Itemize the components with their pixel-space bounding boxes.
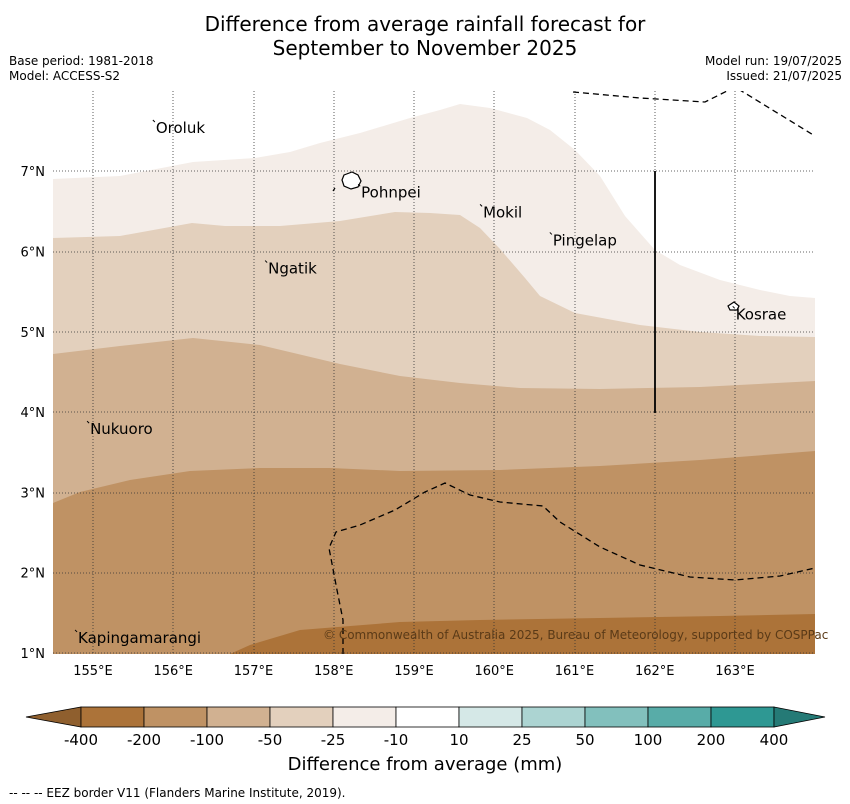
place-marker (549, 232, 553, 235)
rainfall-fill-layer (53, 91, 815, 654)
islet-mark (332, 187, 336, 192)
lat-tick-label: 4°N (21, 406, 46, 421)
lat-tick-label: 3°N (21, 486, 46, 501)
place-pingelap: Pingelap (549, 231, 617, 249)
place-marker (86, 420, 90, 424)
place-nukuoro: Nukuoro (86, 420, 153, 438)
place-label: Oroluk (156, 119, 205, 137)
place-label: Ngatik (268, 260, 317, 278)
lon-tick-label: 157°E (234, 664, 274, 679)
colorbar-tick-label: 200 (697, 731, 726, 749)
colorbar-tick-label: -100 (190, 731, 224, 749)
place-pohnpei: Pohnpei (357, 183, 421, 201)
colorbar-tick-label: -200 (127, 731, 161, 749)
colorbar-tick-label: -25 (321, 731, 346, 749)
place-label: Pohnpei (361, 183, 421, 201)
colorbar-swatch (269, 706, 334, 728)
place-marker (732, 305, 736, 309)
kosrae-island (727, 301, 740, 311)
colorbar-swatch (395, 706, 460, 728)
meta-left: Base period: 1981-2018 Model: ACCESS-S2 (9, 54, 154, 84)
place-ngatik: Ngatik (264, 260, 317, 278)
colorbar-swatch (206, 706, 271, 728)
model-name: Model: ACCESS-S2 (9, 69, 121, 83)
area-above-top-band (53, 91, 815, 298)
colorbar-tick-label: 400 (760, 731, 789, 749)
colorbar-swatch (710, 706, 775, 728)
place-marker (74, 629, 78, 633)
place-marker (264, 260, 268, 263)
place-label: Kosrae (736, 305, 787, 323)
base-period: Base period: 1981-2018 (9, 54, 154, 68)
colorbar-tick-label: -10 (384, 731, 409, 749)
pohnpei-island (341, 171, 362, 190)
colorbar-labels: -400 -200 -100 -50 -25 -10 10 25 50 100 200 400 (64, 731, 788, 749)
colorbar-swatch (521, 706, 586, 728)
colorbar-under-arrow (25, 706, 82, 728)
colorbar-swatch (143, 706, 208, 728)
islands (332, 171, 740, 311)
colorbar-swatch (80, 706, 145, 728)
lon-tick-label: 155°E (73, 664, 113, 679)
place-kapingamarangi: Kapingamarangi (74, 629, 201, 647)
colorbar-tick-label: 100 (634, 731, 663, 749)
place-mokil: Mokil (479, 203, 522, 221)
eez-footnote: -- -- -- EEZ border V11 (Flanders Marine… (9, 786, 346, 800)
meta-right: Model run: 19/07/2025 Issued: 21/07/2025 (705, 54, 842, 84)
colorbar-swatches (25, 706, 826, 728)
title-line-1: Difference from average rainfall forecas… (204, 12, 646, 36)
place-kosrae: Kosrae (732, 305, 787, 323)
lon-tick-label: 158°E (314, 664, 354, 679)
lon-tick-label: 159°E (394, 664, 434, 679)
place-marker (357, 183, 361, 187)
lon-tick-label: 162°E (635, 664, 675, 679)
issued-date: Issued: 21/07/2025 (726, 69, 842, 83)
lat-tick-label: 5°N (21, 326, 46, 341)
place-label: Mokil (483, 203, 522, 221)
lat-tick-label: 2°N (21, 567, 46, 582)
lat-tick-label: 7°N (21, 165, 46, 180)
lon-tick-label: 156°E (153, 664, 193, 679)
colorbar-tick-label: 25 (512, 731, 531, 749)
lat-tick-label: 6°N (21, 246, 46, 261)
place-marker (479, 203, 483, 207)
eez-border-north (572, 91, 815, 137)
place-label: Pingelap (553, 231, 617, 249)
colorbar-tick-label: -400 (64, 731, 98, 749)
place-marker (152, 119, 156, 123)
place-labels: Oroluk Pohnpei Mokil Pingelap Ngatik Kosrae Nu… (74, 119, 787, 647)
lon-tick-label: 161°E (555, 664, 595, 679)
colorbar-tick-label: 10 (449, 731, 468, 749)
lat-tick-label: 1°N (21, 647, 46, 662)
map-title: Difference from average rainfall forecas… (0, 12, 850, 60)
colorbar-swatch (458, 706, 523, 728)
colorbar-swatch (647, 706, 712, 728)
model-run: Model run: 19/07/2025 (704, 54, 842, 68)
eez-border-south (328, 482, 815, 654)
colorbar-tick-label: 50 (575, 731, 594, 749)
lon-tick-label: 163°E (715, 664, 755, 679)
eez-borders (328, 91, 815, 654)
colorbar-over-arrow (773, 706, 826, 728)
colorbar-tick-label: -50 (258, 731, 283, 749)
copyright-notice: © Commonwealth of Australia 2025, Bureau… (323, 628, 829, 642)
colorbar-title: Difference from average (mm) (287, 754, 563, 775)
title-line-2: September to November 2025 (272, 36, 578, 60)
colorbar-swatch (584, 706, 649, 728)
place-label: Kapingamarangi (78, 629, 201, 647)
lon-tick-label: 160°E (474, 664, 514, 679)
place-label: Nukuoro (90, 420, 153, 438)
map-canvas: Oroluk Pohnpei Mokil Pingelap Ngatik Kosrae Nu… (21, 91, 815, 679)
tick-labels: 155°E 156°E 157°E 158°E 159°E 160°E 161°E 162°E… (21, 165, 755, 679)
place-oroluk: Oroluk (152, 119, 205, 137)
colorbar-swatch (332, 706, 397, 728)
